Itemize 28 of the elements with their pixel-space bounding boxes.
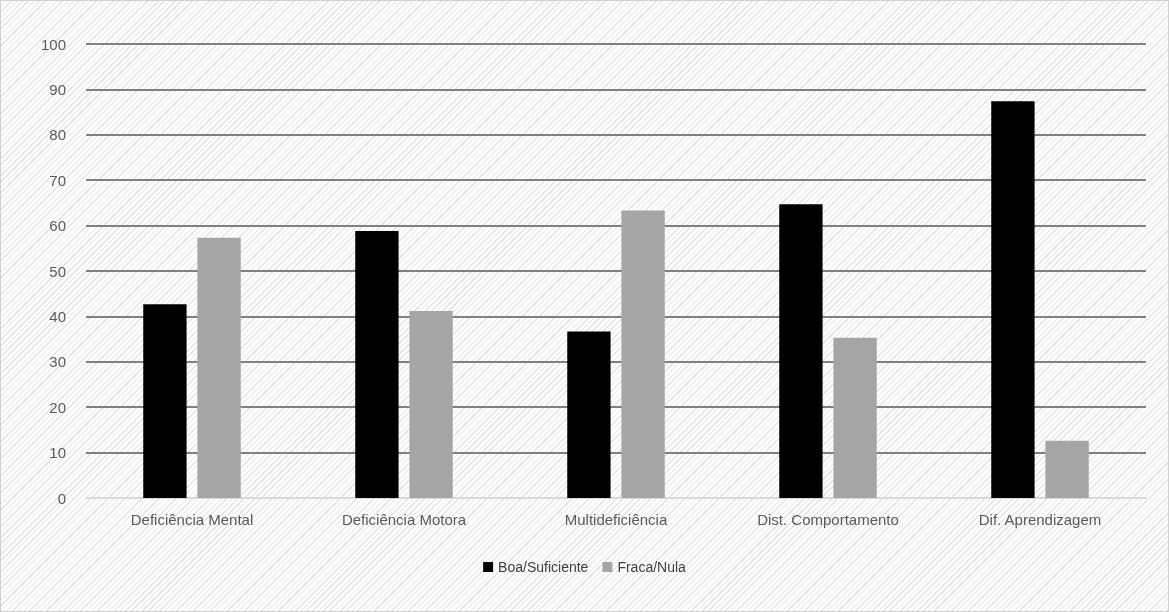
bar — [197, 237, 241, 498]
x-tick-label: Deficiência Mental — [130, 511, 254, 528]
bar — [779, 204, 823, 498]
bar — [1045, 440, 1089, 498]
y-tick-label: 100 — [40, 35, 66, 53]
x-tick-label: Multideficiência — [564, 511, 668, 528]
y-tick-label: 0 — [57, 489, 66, 507]
y-tick-label: 60 — [49, 217, 66, 235]
x-tick-label: Dist. Comportamento — [757, 511, 899, 528]
y-tick-label: 70 — [49, 171, 66, 189]
x-tick-label: Dif. Aprendizagem — [978, 511, 1102, 528]
y-tick-label: 20 — [49, 398, 66, 416]
bar — [567, 331, 611, 498]
y-tick-label: 50 — [49, 262, 66, 280]
y-tick-label: 80 — [49, 126, 66, 144]
bar — [409, 310, 453, 498]
y-tick-label: 40 — [49, 307, 66, 325]
legend-label: Boa/Suficiente — [498, 559, 589, 575]
bar — [143, 304, 187, 498]
bar — [621, 210, 665, 498]
y-tick-label: 10 — [49, 444, 66, 462]
bar — [991, 101, 1035, 498]
y-tick-label: 90 — [49, 80, 66, 98]
bar — [355, 231, 399, 498]
y-tick-label: 30 — [49, 353, 66, 371]
legend-label: Fraca/Nula — [617, 559, 687, 575]
x-tick-label: Deficiência Motora — [341, 511, 467, 528]
bar — [833, 337, 877, 498]
